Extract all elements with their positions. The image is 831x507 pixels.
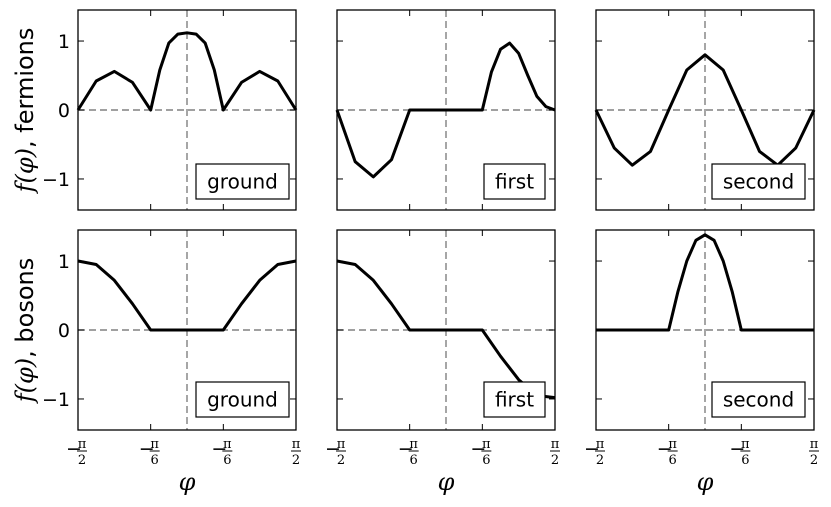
x-tick-den: 6 bbox=[151, 453, 159, 468]
x-tick-den: 6 bbox=[223, 453, 231, 468]
x-tick-num: π bbox=[551, 437, 560, 452]
x-tick-sign: − bbox=[211, 438, 227, 460]
x-tick-label: −π6 bbox=[470, 437, 492, 468]
x-tick-den: 2 bbox=[292, 453, 300, 468]
x-tick-sign: − bbox=[66, 438, 82, 460]
x-tick-sign: − bbox=[470, 438, 486, 460]
legend-label: ground bbox=[207, 388, 278, 412]
x-tick-label: −π6 bbox=[139, 437, 160, 468]
legend-box bbox=[195, 163, 290, 200]
x-tick-den: 6 bbox=[669, 453, 677, 468]
x-tick-label: −π2 bbox=[66, 437, 87, 468]
legend-label: first bbox=[495, 388, 534, 412]
x-tick-label: −π2 bbox=[325, 437, 346, 468]
panel-r0-c1: first bbox=[335, 9, 556, 211]
legend-box bbox=[195, 381, 290, 418]
x-tick-sign: − bbox=[657, 438, 673, 460]
x-tick-sign: − bbox=[729, 438, 745, 460]
x-tick-sign: − bbox=[584, 438, 600, 460]
x-tick-num: π bbox=[741, 437, 750, 452]
x-tick-den: 6 bbox=[482, 453, 490, 468]
ylabel-rest-1: , bosons bbox=[11, 258, 39, 358]
panel-r0-c0: −1 0 1 ground bbox=[42, 9, 298, 211]
x-tick-den: 2 bbox=[810, 453, 818, 468]
x-tick-den: 2 bbox=[596, 453, 604, 468]
y-tick-label: 1 bbox=[58, 251, 70, 273]
panel-r0-c2: second bbox=[594, 9, 816, 211]
ylabel-row-0: f(φ), fermions bbox=[11, 28, 39, 195]
series-line bbox=[76, 31, 298, 112]
x-tick-den: 2 bbox=[551, 453, 559, 468]
y-tick-label: 1 bbox=[58, 31, 70, 53]
x-tick-den: 2 bbox=[337, 453, 345, 468]
ylabel-func-1: f(φ) bbox=[11, 358, 39, 404]
ylabel-rest-0: , fermions bbox=[11, 28, 39, 148]
x-tick-sign: − bbox=[139, 438, 155, 460]
y-tick-label: 0 bbox=[58, 320, 70, 342]
x-tick-num: π bbox=[150, 437, 159, 452]
x-tick-label: −π6 bbox=[729, 437, 751, 468]
x-axis-label: φ bbox=[697, 468, 714, 496]
x-tick-num: π bbox=[482, 437, 491, 452]
ylabel-func-0: f(φ) bbox=[11, 148, 39, 194]
x-tick-num: π bbox=[409, 437, 418, 452]
x-tick-num: π bbox=[292, 437, 301, 452]
x-tick-num: π bbox=[596, 437, 605, 452]
legend-label: ground bbox=[207, 170, 278, 194]
series-line bbox=[596, 233, 814, 332]
x-tick-den: 6 bbox=[741, 453, 749, 468]
x-tick-num: π bbox=[810, 437, 819, 452]
x-tick-label: π2 bbox=[291, 437, 301, 468]
legend-box bbox=[711, 381, 806, 418]
x-tick-label: π2 bbox=[809, 437, 819, 468]
y-tick-label: −1 bbox=[42, 169, 70, 191]
legend-box bbox=[483, 381, 546, 418]
legend-label: second bbox=[723, 388, 794, 412]
x-tick-label: −π6 bbox=[657, 437, 678, 468]
x-axis-label: φ bbox=[179, 468, 196, 496]
series-line bbox=[77, 259, 297, 332]
x-tick-num: π bbox=[223, 437, 232, 452]
x-tick-num: π bbox=[337, 437, 346, 452]
series-line bbox=[335, 41, 556, 179]
x-tick-label: π2 bbox=[550, 437, 560, 468]
legend-box bbox=[483, 163, 546, 200]
x-tick-label: −π6 bbox=[398, 437, 419, 468]
ylabel-row-1: f(φ), bosons bbox=[11, 258, 39, 405]
legend-box bbox=[711, 163, 806, 200]
x-tick-den: 2 bbox=[78, 453, 86, 468]
x-axis-label: φ bbox=[438, 468, 455, 496]
x-tick-sign: − bbox=[325, 438, 341, 460]
x-tick-label: −π2 bbox=[584, 437, 605, 468]
x-tick-sign: − bbox=[398, 438, 414, 460]
legend-label: second bbox=[723, 170, 794, 194]
x-tick-num: π bbox=[668, 437, 677, 452]
y-tick-label: −1 bbox=[42, 389, 70, 411]
x-tick-den: 6 bbox=[410, 453, 418, 468]
x-tick-num: π bbox=[78, 437, 87, 452]
x-tick-label: −π6 bbox=[211, 437, 233, 468]
y-tick-label: 0 bbox=[58, 100, 70, 122]
legend-label: first bbox=[495, 170, 534, 194]
